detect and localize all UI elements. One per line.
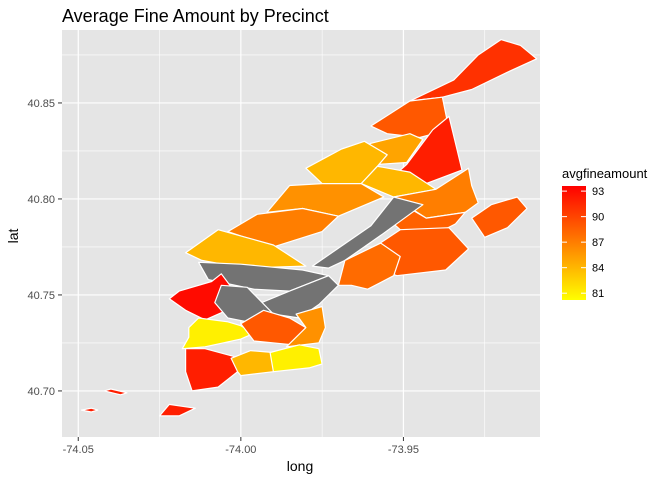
precinct-polygon — [269, 344, 323, 373]
legend-label: 90 — [592, 212, 604, 224]
legend-label: 87 — [592, 237, 604, 249]
y-tick-label: 40.70 — [27, 386, 55, 398]
precinct-polygon — [185, 348, 242, 392]
x-axis-title: long — [287, 458, 313, 474]
x-tick-label: -74.05 — [63, 444, 94, 456]
legend-label: 93 — [592, 186, 604, 198]
x-axis-ticks: -74.05 -74.00 -73.95 — [63, 437, 419, 456]
y-tick-label: 40.85 — [27, 98, 55, 110]
precinct-polygon — [337, 242, 401, 290]
precinct-polygon — [159, 403, 196, 417]
legend-label: 81 — [592, 288, 604, 300]
precinct-polygon — [80, 407, 99, 413]
y-axis-title: lat — [5, 229, 21, 244]
precinct-polygon — [227, 207, 339, 248]
legend: avgfineamount 93 90 87 84 81 — [562, 166, 648, 300]
precinct-polygon — [285, 305, 326, 348]
chart-title: Average Fine Amount by Precinct — [62, 6, 329, 26]
precinct-polygons — [80, 38, 538, 417]
precinct-polygon — [471, 196, 528, 238]
legend-title: avgfineamount — [562, 166, 648, 181]
precinct-polygon — [311, 196, 424, 269]
legend-ticks: 93 90 87 84 81 — [562, 186, 604, 300]
y-tick-label: 40.75 — [27, 290, 55, 302]
x-tick-label: -73.95 — [388, 444, 419, 456]
x-tick-label: -74.00 — [225, 444, 256, 456]
legend-colorbar — [562, 186, 586, 300]
y-axis-ticks: 40.70 40.75 40.80 40.85 — [27, 98, 62, 398]
precinct-polygon — [103, 388, 128, 396]
precinct-polygon — [181, 317, 255, 350]
legend-label: 84 — [592, 263, 604, 275]
y-tick-label: 40.80 — [27, 194, 55, 206]
